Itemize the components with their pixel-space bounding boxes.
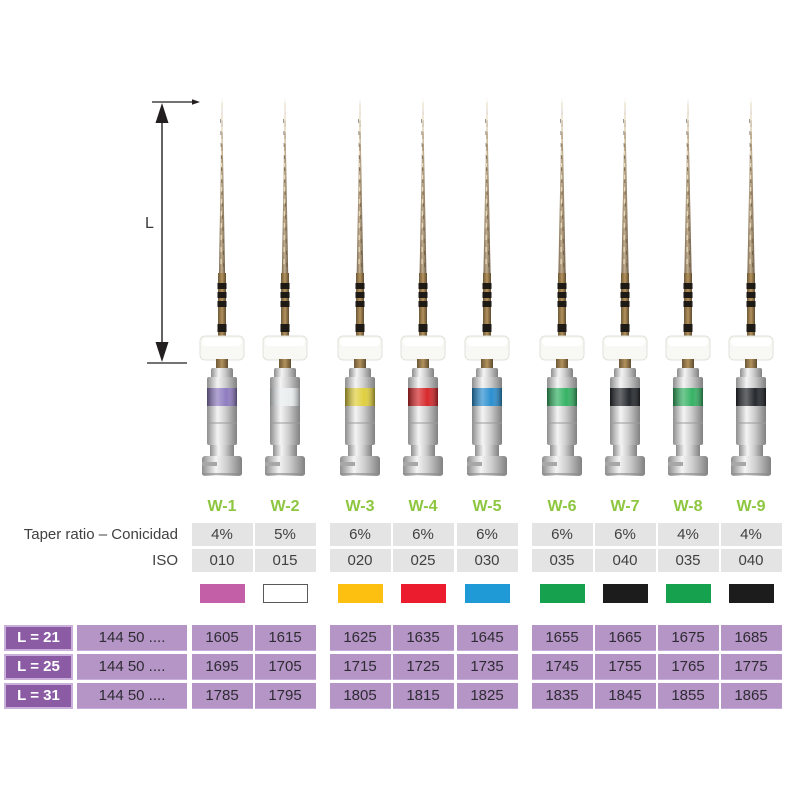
taper-cell: 6% [594,523,656,546]
file-label: W-4 [408,498,438,515]
iso-row-label: ISO [152,552,178,569]
taper-cell: 6% [531,523,593,546]
order-number-cell: 1645 [456,625,518,651]
iso-cell: 035 [657,549,719,572]
taper-cell: 5% [254,523,316,546]
color-swatch [337,584,383,603]
order-number-cell: 1845 [594,683,656,709]
order-number-cell: 1685 [720,625,782,651]
order-number-cell: 1705 [254,654,316,680]
taper-cell: 4% [720,523,782,546]
taper-row-label: Taper ratio – Conicidad [23,526,178,543]
order-number-cell: 1745 [531,654,593,680]
order-number-cell: 1765 [657,654,719,680]
iso-cell: 035 [531,549,593,572]
order-number-cell: 1865 [720,683,782,709]
file-label: W-1 [207,498,237,515]
order-number-cell: 1855 [657,683,719,709]
order-number-cell: 1755 [594,654,656,680]
taper-cell: 6% [329,523,391,546]
color-swatch [728,584,774,603]
order-number-cell: 1655 [531,625,593,651]
length-dimension-arrow: L [145,99,200,364]
file-label: W-6 [547,498,577,515]
order-number-cell: 1835 [531,683,593,709]
iso-cell: 015 [254,549,316,572]
file-image-w-7 [593,93,657,491]
order-number-cell: 1785 [191,683,253,709]
file-label: W-2 [270,498,300,515]
iso-cell: 025 [392,549,454,572]
order-number-cell: 1635 [392,625,454,651]
file-image-w-5 [455,93,519,491]
order-number-cell: 1725 [392,654,454,680]
length-header-cell: L = 31 [4,683,73,709]
dimension-label: L [145,215,154,232]
taper-cell: 4% [191,523,253,546]
order-number-cell: 1775 [720,654,782,680]
order-number-cell: 1615 [254,625,316,651]
order-number-cell: 1665 [594,625,656,651]
taper-cell: 6% [392,523,454,546]
color-swatch [602,584,648,603]
file-image-w-3 [328,93,392,491]
file-image-w-1 [190,93,254,491]
order-prefix-cell: 144 50 .... [77,654,187,680]
color-swatch [539,584,585,603]
length-header-cell: L = 21 [4,625,73,651]
iso-cell: 040 [720,549,782,572]
file-image-w-9 [719,93,783,491]
color-swatch [262,584,308,603]
order-number-cell: 1695 [191,654,253,680]
order-number-cell: 1735 [456,654,518,680]
color-swatch [400,584,446,603]
iso-cell: 040 [594,549,656,572]
color-swatch [199,584,245,603]
file-image-w-4 [391,93,455,491]
order-prefix-cell: 144 50 .... [77,683,187,709]
file-image-w-2 [253,93,317,491]
length-header-cell: L = 25 [4,654,73,680]
file-label: W-7 [610,498,640,515]
order-number-cell: 1605 [191,625,253,651]
color-swatch [665,584,711,603]
file-label: W-9 [736,498,766,515]
iso-cell: 020 [329,549,391,572]
taper-cell: 6% [456,523,518,546]
file-label: W-3 [345,498,375,515]
file-label: W-8 [673,498,703,515]
order-number-cell: 1795 [254,683,316,709]
order-number-cell: 1715 [329,654,391,680]
order-number-cell: 1675 [657,625,719,651]
file-label: W-5 [472,498,502,515]
iso-cell: 010 [191,549,253,572]
iso-cell: 030 [456,549,518,572]
file-image-w-6 [530,93,594,491]
order-number-cell: 1825 [456,683,518,709]
order-prefix-cell: 144 50 .... [77,625,187,651]
order-number-cell: 1815 [392,683,454,709]
order-number-cell: 1625 [329,625,391,651]
order-number-cell: 1805 [329,683,391,709]
file-image-w-8 [656,93,720,491]
color-swatch [464,584,510,603]
taper-cell: 4% [657,523,719,546]
